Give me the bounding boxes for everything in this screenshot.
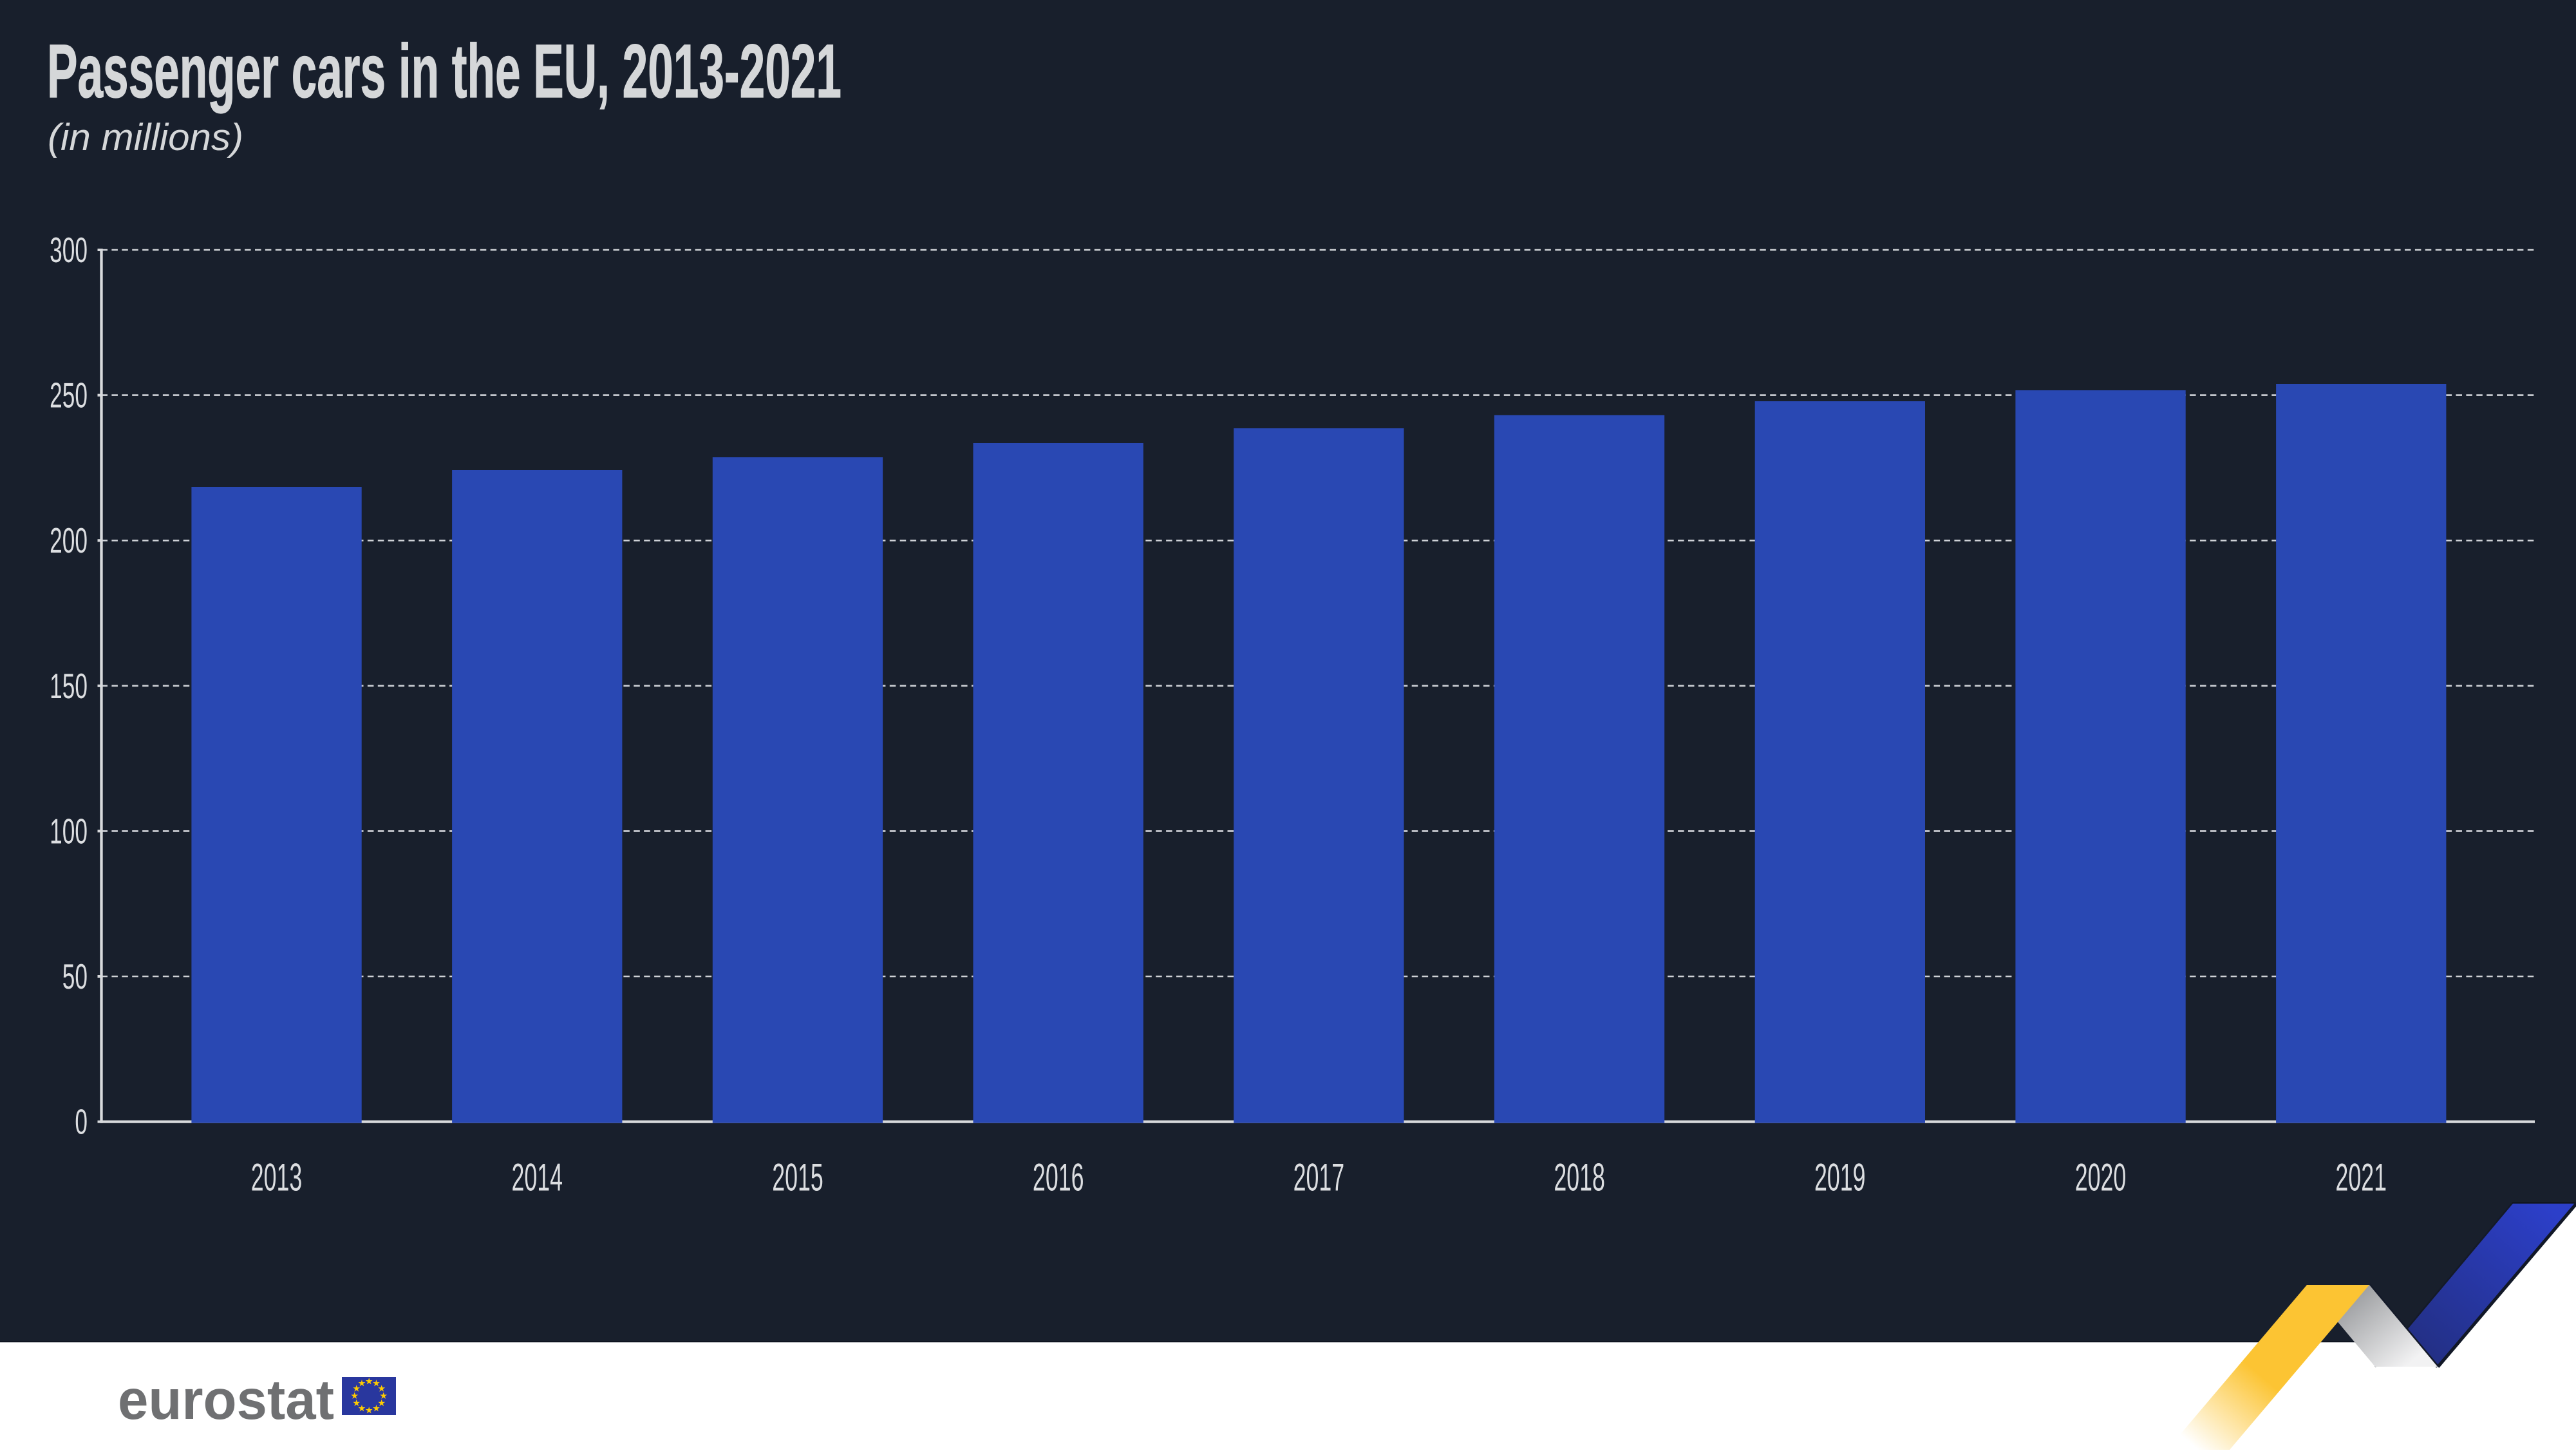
svg-text:50: 50 (62, 956, 88, 996)
svg-text:2015: 2015 (772, 1156, 823, 1199)
svg-text:2020: 2020 (2075, 1156, 2127, 1199)
svg-text:eurostat: eurostat (118, 1369, 334, 1431)
svg-text:(in millions): (in millions) (48, 117, 243, 158)
svg-text:2021: 2021 (2335, 1156, 2387, 1199)
svg-text:2018: 2018 (1554, 1156, 1605, 1199)
svg-text:2013: 2013 (251, 1156, 303, 1199)
svg-text:100: 100 (50, 811, 88, 851)
svg-text:Passenger cars in the EU, 2013: Passenger cars in the EU, 2013-2021 (47, 28, 841, 113)
svg-text:0: 0 (75, 1102, 88, 1142)
svg-text:2019: 2019 (1814, 1156, 1866, 1199)
svg-text:300: 300 (50, 230, 88, 270)
svg-text:250: 250 (50, 375, 88, 415)
svg-text:150: 150 (50, 666, 88, 706)
svg-text:200: 200 (50, 520, 88, 560)
svg-text:2016: 2016 (1033, 1156, 1084, 1199)
svg-text:2017: 2017 (1293, 1156, 1345, 1199)
svg-text:2014: 2014 (512, 1156, 563, 1199)
